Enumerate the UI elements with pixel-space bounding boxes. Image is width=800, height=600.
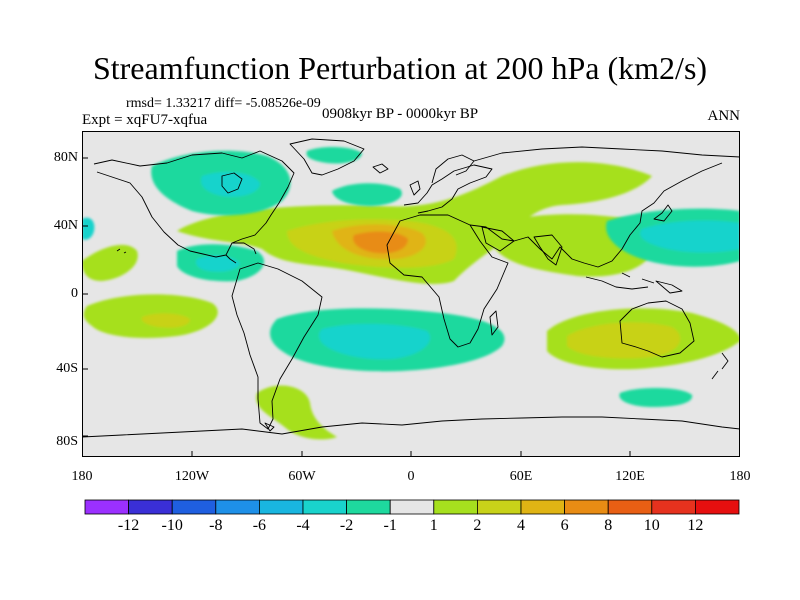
coast-greenland	[289, 138, 365, 176]
colorbar-label: -2	[339, 517, 354, 534]
lat-label-0: 0	[71, 286, 78, 301]
colorbar-swatch	[607, 499, 653, 515]
negative-region-south-atlantic-core	[319, 323, 431, 360]
coast-europe	[403, 164, 493, 214]
colorbar	[84, 499, 740, 515]
coast-new-zealand	[711, 352, 729, 380]
positive-region-africa-max	[353, 231, 408, 254]
colorbar-swatch	[389, 499, 435, 515]
chart-title: Streamfunction Perturbation at 200 hPa (…	[92, 50, 708, 86]
colorbar-swatch	[171, 499, 217, 515]
positive-region-australia-core	[567, 322, 681, 359]
coast-madagascar	[489, 310, 499, 336]
colorbar-label: -8	[209, 517, 223, 534]
stats-text: rmsd= 1.33217 diff= -5.08526e-09	[126, 96, 321, 111]
colorbar-label: 1	[429, 517, 438, 534]
negative-region-south-indian	[619, 387, 693, 407]
lon-label-0: 0	[407, 469, 415, 484]
coast-north-america	[93, 150, 295, 258]
streamfunction-map	[82, 131, 740, 457]
lon-label-120w: 120W	[174, 469, 210, 484]
colorbar-swatch	[215, 499, 260, 515]
colorbar-swatch	[564, 499, 609, 515]
coast-hudson-bay	[221, 172, 243, 194]
colorbar-label: -4	[296, 517, 310, 534]
positive-region-south-pacific-core	[141, 313, 190, 328]
coast-south-america	[231, 262, 323, 430]
map-ticks	[82, 157, 631, 457]
lon-label-120e: 120E	[615, 469, 645, 484]
colorbar-label: 10	[643, 517, 660, 534]
coast-asia-south	[469, 162, 723, 268]
colorbar-swatch	[651, 499, 696, 515]
coast-africa	[386, 214, 509, 348]
positive-region-east-pacific	[82, 244, 138, 281]
colorbar-label: -6	[252, 517, 267, 534]
positive-anomaly-regions	[82, 162, 740, 440]
coast-arabia	[481, 226, 515, 252]
coast-iceland	[372, 163, 389, 174]
lon-label-180e: 180	[729, 469, 751, 484]
coast-australia	[619, 300, 695, 358]
colorbar-swatch	[128, 499, 173, 515]
colorbar-swatch	[433, 499, 478, 515]
negative-region-west-pacific-core	[640, 220, 740, 253]
coast-scandinavia	[431, 154, 475, 184]
positive-region-southern-ocean	[256, 385, 337, 440]
colorbar-label: -1	[383, 517, 397, 534]
coast-antarctica	[82, 416, 740, 438]
coast-hawaii	[116, 248, 127, 254]
lon-label-60w: 60W	[288, 469, 316, 484]
period-label: 0908kyr BP - 0000kyr BP	[322, 106, 479, 122]
lat-label-80s: 80S	[56, 434, 78, 449]
lon-label-180w: 180	[71, 469, 93, 484]
coast-new-guinea	[655, 280, 683, 294]
colorbar-label: -12	[117, 517, 140, 534]
coast-british-isles	[409, 180, 421, 196]
colorbar-label: 2	[473, 517, 482, 534]
lat-label-40n: 40N	[53, 218, 78, 233]
coastlines	[82, 138, 740, 438]
colorbar-swatch	[346, 499, 391, 515]
colorbar-swatch	[520, 499, 565, 515]
coast-eurasia-arctic	[473, 146, 740, 162]
season-label: ANN	[707, 108, 741, 124]
colorbar-label: 12	[687, 517, 704, 534]
lat-label-80n: 80N	[53, 150, 78, 165]
colorbar-swatch	[84, 499, 129, 515]
colorbar-label: 4	[517, 517, 525, 534]
experiment-label: Expt = xqFU7-xqfua	[82, 112, 208, 128]
negative-region-caribbean-core	[196, 255, 240, 272]
colorbar-label: -10	[161, 517, 183, 534]
negative-region-north-atlantic	[332, 183, 402, 206]
colorbar-label: 6	[560, 517, 569, 534]
colorbar-swatch	[302, 499, 347, 515]
colorbar-swatch	[258, 499, 304, 515]
colorbar-label: 8	[604, 517, 613, 534]
coast-gulf-of-mexico	[225, 242, 257, 264]
lat-label-40s: 40S	[56, 361, 78, 376]
coast-india	[533, 234, 563, 266]
negative-region-east-pacific	[82, 217, 95, 240]
lon-label-60e: 60E	[509, 469, 533, 484]
colorbar-swatch	[695, 499, 740, 515]
negative-region-greenland	[306, 147, 362, 164]
coast-tierra-del-fuego	[264, 422, 275, 432]
colorbar-swatch	[476, 499, 522, 515]
coast-japan	[653, 204, 673, 222]
negative-region-north-america-core	[201, 171, 260, 197]
coast-indonesia	[585, 272, 655, 290]
